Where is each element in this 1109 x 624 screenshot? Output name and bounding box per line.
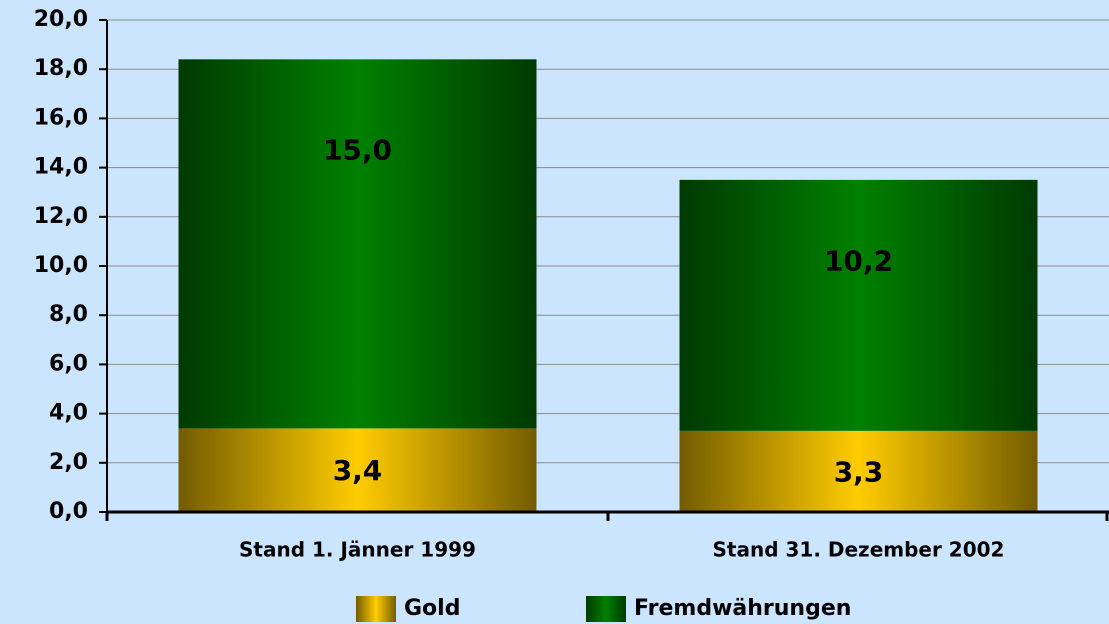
y-tick-label: 2,0 [49,450,88,475]
data-label: 15,0 [323,134,392,167]
legend-label: Gold [404,596,460,621]
y-tick-label: 18,0 [34,56,88,81]
y-tick-label: 12,0 [34,204,88,229]
y-tick-label: 8,0 [49,302,88,327]
y-tick-label: 4,0 [49,401,88,426]
legend-label: Fremdwährungen [634,596,851,621]
y-tick-label: 16,0 [34,105,88,130]
bar-shade [178,59,537,429]
legend-swatch-shade [586,596,626,622]
y-tick-label: 10,0 [34,253,88,278]
x-tick-label: Stand 31. Dezember 2002 [713,538,1005,562]
data-label: 10,2 [824,245,893,278]
y-tick-label: 20,0 [34,7,88,32]
data-label: 3,4 [333,454,383,487]
x-tick-label: Stand 1. Jänner 1999 [239,538,476,562]
legend-swatch-shade [356,596,396,622]
bar-shade [679,179,1038,431]
y-tick-label: 14,0 [34,155,88,180]
data-label: 3,3 [834,455,884,488]
y-tick-label: 6,0 [49,351,88,376]
bar-shade [178,428,537,512]
y-tick-label: 0,0 [49,499,88,524]
bar-shade [679,430,1038,512]
